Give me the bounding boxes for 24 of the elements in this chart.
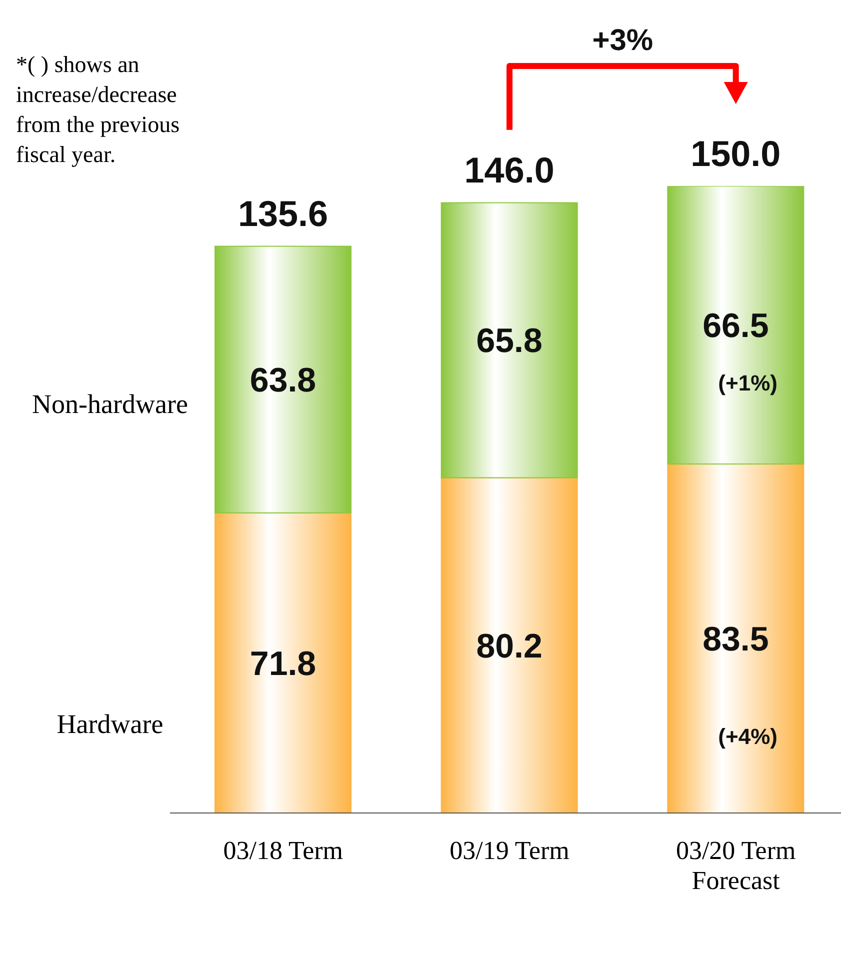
data-label: 63.8 xyxy=(250,362,316,400)
data-label: 71.8 xyxy=(250,644,316,683)
data-label: 83.5 xyxy=(702,620,769,658)
data-label: 80.2 xyxy=(476,627,542,666)
total-label: 150.0 xyxy=(690,133,781,174)
x-tick-label: 03/18 Term xyxy=(223,836,344,865)
annotation: (+4%) xyxy=(718,724,778,750)
x-tick-label: 03/20 Term Forecast xyxy=(676,836,796,895)
series-label: Hardware xyxy=(56,708,164,739)
x-tick-label: 03/19 Term xyxy=(450,836,570,865)
total-label: 146.0 xyxy=(464,150,554,191)
bar xyxy=(440,477,578,813)
text: +3% xyxy=(592,24,654,57)
data-label: 65.8 xyxy=(476,322,542,360)
bar xyxy=(667,463,804,813)
data-label: 66.5 xyxy=(702,306,769,345)
series-label: Non-hardware xyxy=(32,389,188,420)
bar xyxy=(214,512,352,813)
annotation: (+1%) xyxy=(718,370,778,396)
text: *( ) shows an increase/decrease from the previous fiscal year. xyxy=(16,51,181,169)
bar xyxy=(667,186,804,464)
bar xyxy=(440,202,578,478)
total-label: 135.6 xyxy=(238,193,328,234)
bar xyxy=(214,246,352,514)
